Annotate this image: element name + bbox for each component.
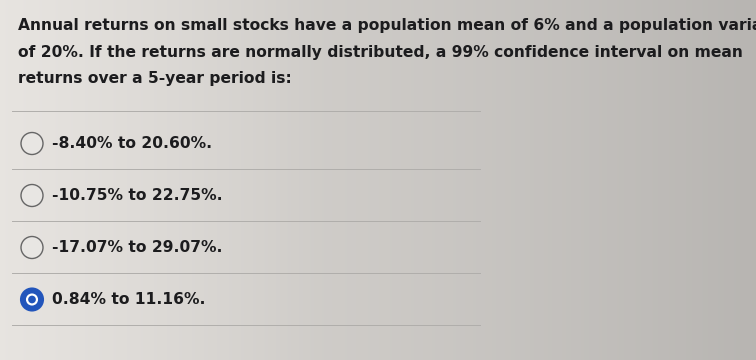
Circle shape — [21, 184, 43, 207]
Circle shape — [26, 293, 38, 306]
Circle shape — [21, 132, 43, 154]
Text: returns over a 5-year period is:: returns over a 5-year period is: — [18, 71, 292, 86]
Text: Annual returns on small stocks have a population mean of 6% and a population var: Annual returns on small stocks have a po… — [18, 18, 756, 33]
Text: -10.75% to 22.75%.: -10.75% to 22.75%. — [52, 188, 222, 203]
Text: 0.84% to 11.16%.: 0.84% to 11.16%. — [52, 292, 206, 307]
Text: of 20%. If the returns are normally distributed, a 99% confidence interval on me: of 20%. If the returns are normally dist… — [18, 45, 743, 59]
Circle shape — [28, 296, 36, 303]
Circle shape — [21, 288, 43, 310]
Text: -8.40% to 20.60%.: -8.40% to 20.60%. — [52, 136, 212, 151]
Circle shape — [21, 237, 43, 258]
Text: -17.07% to 29.07%.: -17.07% to 29.07%. — [52, 240, 222, 255]
